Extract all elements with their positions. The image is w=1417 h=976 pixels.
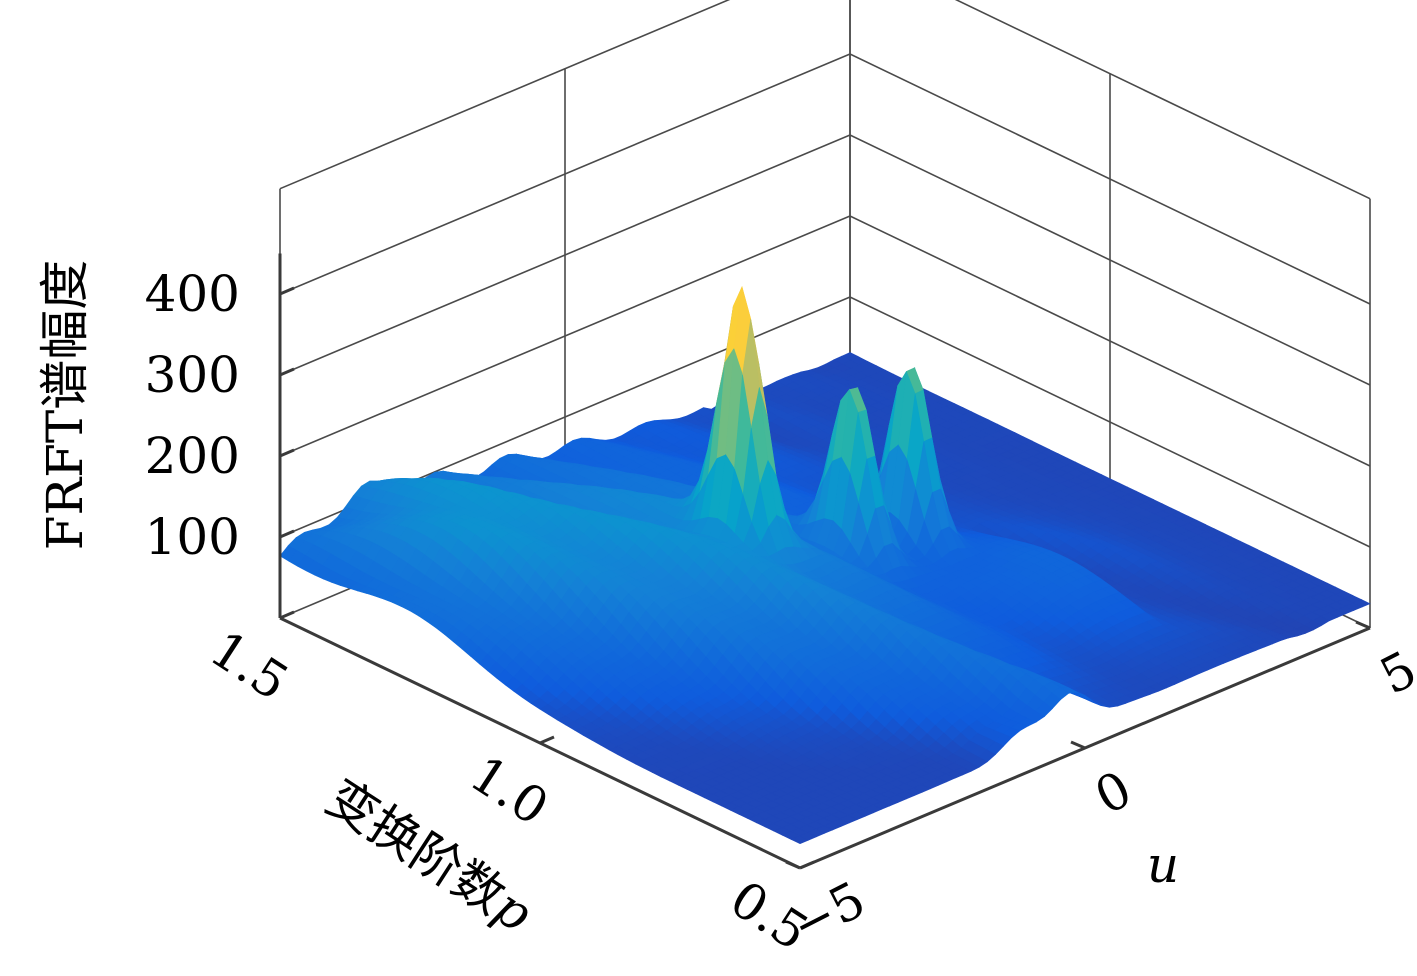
z-grid-line [279,53,1371,305]
x-tick-label: 5 [1371,640,1417,706]
z-axis-label: FRFT谱幅度 [36,260,94,550]
x-tick-label: 0 [1086,760,1141,826]
y-tick [539,735,555,745]
z-tick [279,529,295,539]
z-tick [279,286,295,296]
z-tick-label: 100 [145,508,240,566]
y-tick-label: 1.0 [460,745,558,837]
y-tick [799,860,815,870]
y-tick-label: 1.5 [200,620,298,712]
z-grid-line [279,0,1371,200]
x-axis-label: u [1147,836,1179,894]
y-tick [279,610,295,620]
z-tick [279,367,295,377]
x-tick [1070,740,1086,750]
z-grid-line [279,134,1371,386]
z-tick-label: 400 [145,265,240,323]
surface-plot [279,285,1371,845]
z-tick-label: 300 [145,346,240,404]
z-tick [279,448,295,458]
x-tick [1355,620,1371,630]
x-tick [785,860,801,870]
z-tick-label: 200 [145,427,240,485]
